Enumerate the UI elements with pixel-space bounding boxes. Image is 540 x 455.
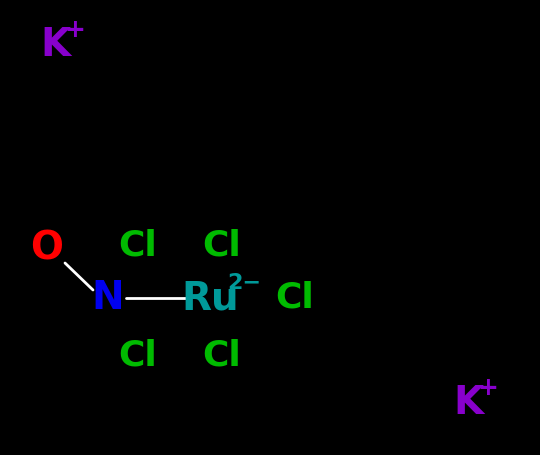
Text: Cl: Cl xyxy=(119,228,157,262)
Text: Cl: Cl xyxy=(202,228,241,262)
Text: +: + xyxy=(64,18,85,41)
Text: Cl: Cl xyxy=(119,338,157,372)
Text: Ru: Ru xyxy=(181,279,239,317)
Text: +: + xyxy=(477,375,498,399)
Text: K: K xyxy=(453,384,483,422)
Text: Cl: Cl xyxy=(202,338,241,372)
Text: Cl: Cl xyxy=(275,281,314,315)
Text: 2−: 2− xyxy=(227,273,261,293)
Text: O: O xyxy=(30,229,64,267)
Text: K: K xyxy=(40,26,70,64)
Text: N: N xyxy=(92,279,124,317)
